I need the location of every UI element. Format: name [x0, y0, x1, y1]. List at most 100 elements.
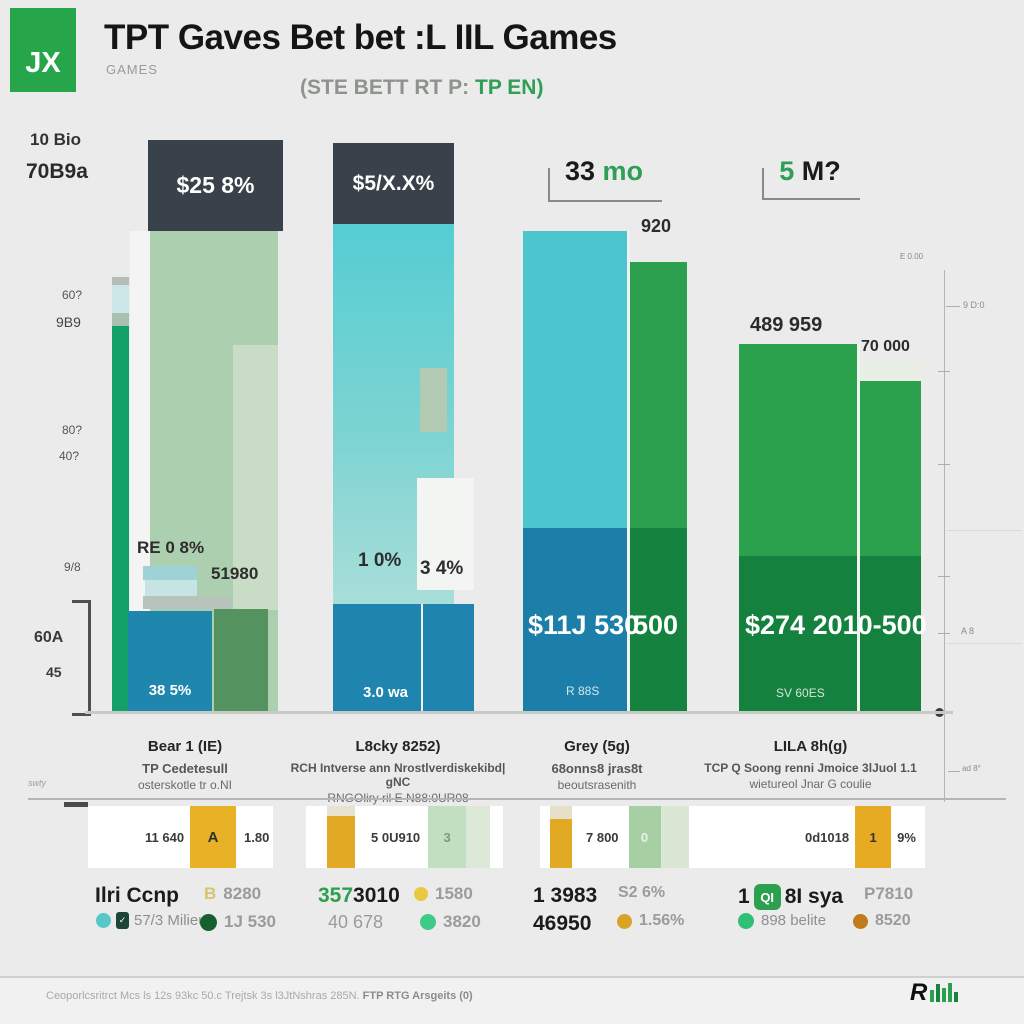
strip-value: 1.80 [244, 829, 270, 845]
legend-value: 8280 [223, 884, 262, 903]
legend-label: Ilri Ccnp [95, 884, 180, 907]
green-dot-icon [420, 914, 436, 930]
group4-bar1-green [739, 344, 857, 556]
strip-value: 0d1018 [805, 829, 850, 845]
left-axis-label: 45 [46, 664, 62, 680]
group4-value: $274 2010-500 [745, 610, 927, 640]
category-title: Grey (5g) [564, 738, 630, 755]
group2-header-box: $5/X.X% [333, 143, 454, 224]
group3-callout: 33 mo [548, 156, 660, 187]
legend-value: 40 678 [328, 912, 384, 932]
group1-blue-value: 38 5% [148, 682, 192, 699]
strip-panel-4: 0d1018 1 9% [777, 806, 925, 868]
right-axis-gridline [946, 643, 1022, 644]
right-axis-gridline [946, 530, 1022, 531]
sage-strip [660, 806, 689, 868]
group2-bar-blue: 3.0 wa [333, 604, 474, 713]
legend-value: 898 belite [761, 912, 827, 929]
left-axis-label: 70B9a [26, 160, 88, 183]
group2-blue-value: 3.0 wa [363, 684, 409, 701]
yellow-dot-icon [414, 887, 428, 901]
right-axis-label: ad 8° [962, 764, 981, 773]
group1-bar-green [214, 609, 268, 713]
left-axis-label: 9B9 [56, 314, 81, 330]
narrow-bar-lightblue [112, 285, 129, 313]
group1-teal-band-light [145, 580, 197, 596]
category-label-4: LILA 8h(g) TCP Q Soong renni Jmoice 3lJu… [688, 738, 933, 791]
legend-post: 8I sya [784, 885, 844, 908]
strip-value: 7 800 [586, 829, 619, 845]
strip-panel-1: 11 640 A 1.80 [133, 806, 273, 868]
strip-value: 11 640 [145, 829, 185, 845]
legend-item: B 8280 [204, 884, 261, 904]
legend-value: 46950 [533, 912, 592, 935]
group3-bar-darkgreen [630, 528, 687, 713]
category-line: RCH Intverse ann Nrostlverdiskekibd| gNC [290, 761, 506, 789]
section-divider [28, 798, 1006, 800]
group3-value-left: $11J 530 [528, 610, 640, 640]
narrow-bar-cap [112, 277, 129, 285]
legend-item: 1580 [414, 884, 473, 904]
strip-panel-2: 5 0U910 3 [355, 806, 503, 868]
brand-logo-text: JX [25, 46, 61, 79]
left-axis-label: 9/8 [64, 560, 81, 574]
left-axis-bracket [72, 600, 91, 716]
category-label-1: Bear 1 (IE) TP Cedetesull osterskotle tr… [100, 738, 270, 792]
legend-item: 898 belite [738, 912, 826, 929]
group2-header-value: $5/X.X% [352, 171, 435, 195]
legend-value: 8520 [875, 912, 911, 929]
footer-brand: R [910, 979, 959, 1006]
orange-dot-icon [853, 913, 868, 929]
group2-label-a: 1 0% [358, 550, 402, 571]
legend-prefix: B [204, 884, 217, 903]
narrow-bar-green [112, 326, 129, 713]
narrow-bar-sage [112, 313, 129, 326]
group4-bar2-green [860, 381, 921, 556]
legend-value: 1580 [435, 884, 473, 903]
legend-item: P7810 [864, 884, 913, 904]
category-line: beoutsrasenith [557, 778, 637, 792]
legend-item: 46950 [533, 912, 591, 936]
mini-bar [550, 806, 572, 868]
group1-label-a: RE 0 8% [137, 538, 205, 557]
group1-bar-lightgreen-inner [233, 345, 278, 610]
legend-item: 3820 [420, 912, 481, 932]
group2-white-notch [417, 478, 474, 590]
category-line: 68onns8 jras8t [551, 761, 643, 776]
footer-note-text: Ceoporlcsritrct Mcs ls 12s 93kc 50.c Tre… [46, 990, 360, 1002]
legend-value: 3820 [443, 912, 481, 931]
legend-item: S2 6% [618, 884, 665, 902]
footer-note: Ceoporlcsritrct Mcs ls 12s 93kc 50.c Tre… [46, 990, 473, 1002]
category-title: Bear 1 (IE) [147, 738, 223, 755]
category-line: TCP Q Soong renni Jmoice 3lJuol 1.1 [704, 761, 917, 775]
category-line: wietureol Jnar G coulie [749, 777, 872, 791]
group3-bar-teal [523, 231, 627, 528]
legend-value: 1 3983 [533, 884, 598, 907]
badge-icon: ✓ [116, 912, 129, 929]
mini-bar [327, 806, 355, 868]
group4-divider [857, 344, 860, 713]
legend-item: 8520 [853, 912, 911, 930]
legend-item: ✓ 57/3 Milieu [96, 912, 207, 929]
subtitle-gray: (STE BETT RT P: [300, 76, 470, 99]
strip-highlight-box: 3 [428, 806, 467, 868]
category-label-3: Grey (5g) 68onns8 jras8t beoutsrasenith [517, 738, 677, 792]
footer-brand-letter: R [910, 979, 928, 1006]
group3-callout-number: 33 [564, 156, 596, 186]
footer-note-strong: FTP RTG Arsgeits (0) [362, 990, 473, 1002]
group2-divider [421, 604, 423, 713]
strip-value: 5 0U910 [371, 829, 421, 845]
group1-teal-band [143, 566, 197, 580]
sage-strip [466, 806, 491, 868]
brand-logo: JX [10, 8, 76, 92]
group3-value-right: 500 [633, 610, 679, 640]
group3-divider [627, 231, 630, 713]
group4-bracket [762, 168, 860, 200]
right-axis-tick [938, 576, 950, 577]
side-note: swty [28, 778, 46, 788]
right-axis-line [944, 270, 945, 802]
group2-label-b: 3 4% [420, 558, 464, 579]
page-title: TPT Gaves Bet bet :L IIL Games [104, 18, 617, 57]
category-title: LILA 8h(g) [773, 738, 848, 755]
